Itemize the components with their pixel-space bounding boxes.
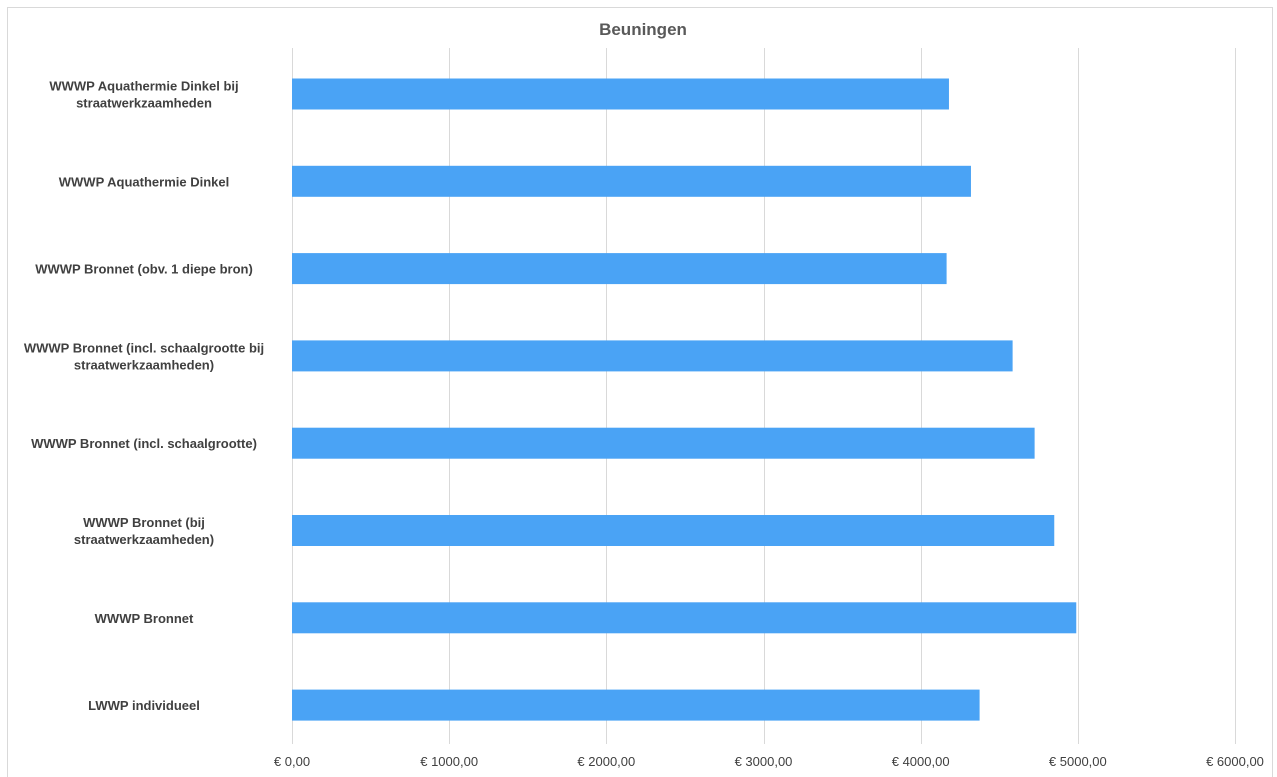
- category-label: WWWP Bronnet (obv. 1 diepe bron): [35, 262, 253, 277]
- x-tick-labels: € 0,00 € 1000,00 € 2000,00 € 3000,00 € 4000,…: [274, 754, 1264, 769]
- category-label-line: straatwerkzaamheden): [74, 532, 214, 547]
- category-label: WWWP Bronnet: [95, 611, 194, 626]
- bar: [292, 78, 949, 110]
- chart-frame: Beuningen WWWP Aquathermie Dinkel bij str…: [7, 7, 1273, 777]
- bar: [292, 340, 1013, 372]
- x-tick-label: € 6000,00: [1206, 754, 1264, 769]
- category-label: LWWP individueel: [88, 698, 200, 713]
- category-label: WWWP Bronnet (incl. schaalgrootte): [31, 436, 257, 451]
- bar: [292, 427, 1035, 459]
- bars: [292, 78, 1077, 721]
- category-label-line: WWWP Bronnet: [95, 611, 194, 626]
- bar: [292, 253, 947, 285]
- bar: [292, 515, 1055, 546]
- bar: [292, 689, 980, 721]
- category-label-line: LWWP individueel: [88, 698, 200, 713]
- x-tick-label: € 5000,00: [1049, 754, 1107, 769]
- x-tick-label: € 1000,00: [420, 754, 478, 769]
- gridlines: [292, 48, 1236, 744]
- bar: [292, 165, 971, 197]
- category-label: WWWP Aquathermie Dinkel bij straatwerkzaa…: [49, 79, 238, 111]
- category-labels: WWWP Aquathermie Dinkel bij straatwerkzaa…: [24, 79, 264, 714]
- x-tick-label: € 4000,00: [892, 754, 950, 769]
- x-tick-label: € 2000,00: [577, 754, 635, 769]
- category-label-line: WWWP Bronnet (incl. schaalgrootte bij: [24, 340, 264, 355]
- category-label-line: WWWP Aquathermie Dinkel: [59, 174, 229, 189]
- x-tick-label: € 3000,00: [735, 754, 793, 769]
- category-label-line: straatwerkzaamheden): [74, 357, 214, 372]
- category-label-line: WWWP Bronnet (obv. 1 diepe bron): [35, 262, 253, 277]
- bar: [292, 602, 1077, 634]
- category-label: WWWP Bronnet (bij straatwerkzaamheden): [74, 515, 214, 547]
- category-label-line: straatwerkzaamheden: [76, 96, 212, 111]
- category-label: WWWP Aquathermie Dinkel: [59, 174, 229, 189]
- bar-chart: Beuningen WWWP Aquathermie Dinkel bij str…: [24, 20, 1264, 769]
- category-label-line: WWWP Bronnet (incl. schaalgrootte): [31, 436, 257, 451]
- chart-title: Beuningen: [599, 20, 687, 39]
- category-label-line: WWWP Bronnet (bij: [83, 515, 205, 530]
- category-label: WWWP Bronnet (incl. schaalgrootte bij str…: [24, 340, 264, 372]
- x-tick-label: € 0,00: [274, 754, 310, 769]
- category-label-line: WWWP Aquathermie Dinkel bij: [49, 79, 238, 94]
